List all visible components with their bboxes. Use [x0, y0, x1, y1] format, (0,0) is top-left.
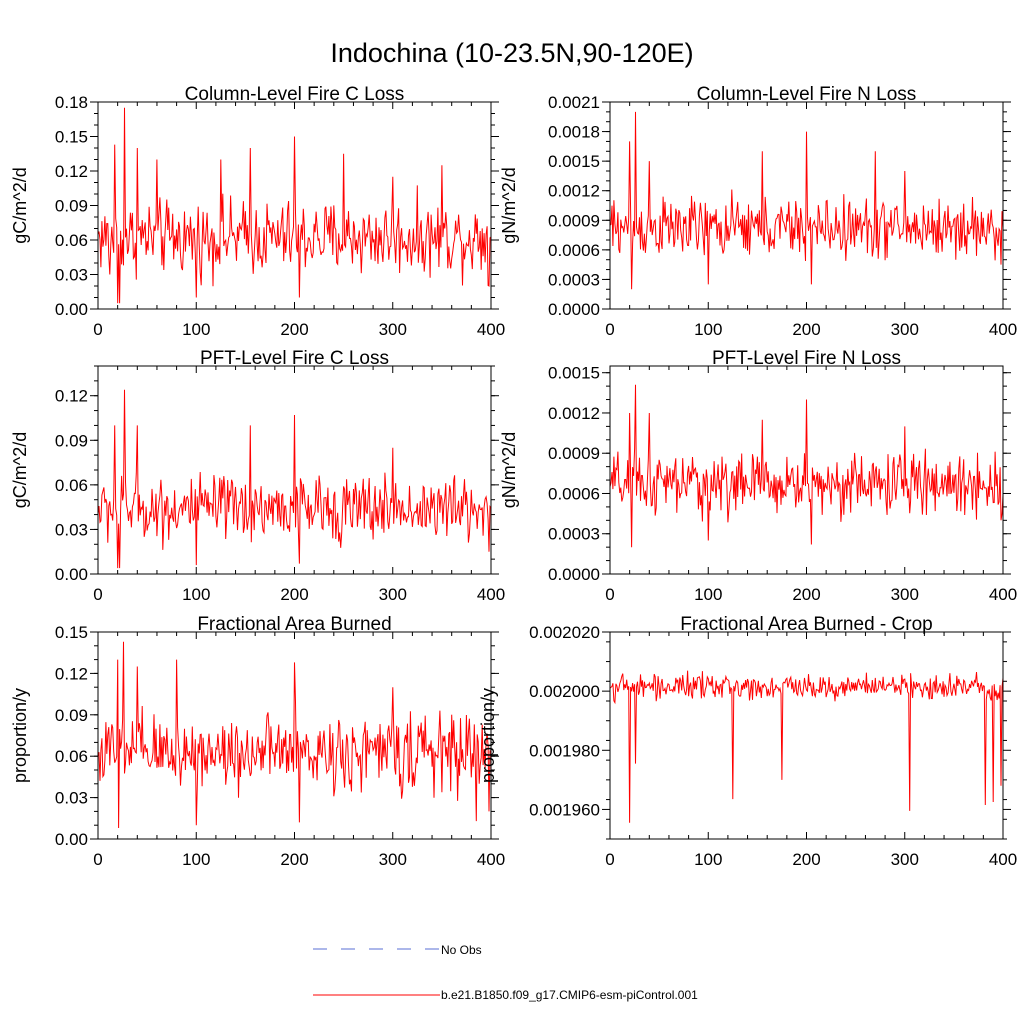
x-tick-label: 300: [891, 585, 919, 604]
panel-title: Column-Level Fire N Loss: [697, 84, 917, 105]
x-tick-label: 400: [477, 850, 505, 869]
x-tick-label: 400: [989, 850, 1017, 869]
panel-4: PFT-Level Fire N Loss gN/m^2/d 0 100 200 300 4…: [499, 348, 1017, 604]
y-tick-label: 0.12: [55, 162, 88, 181]
y-tick-label: 0.0021: [548, 93, 600, 112]
panel-title: PFT-Level Fire C Loss: [200, 348, 389, 369]
y-tick-label: 0.03: [55, 520, 88, 539]
panel-5: Fractional Area Burned proportion/y 0 100 20…: [10, 614, 505, 869]
legend-label-model: b.e21.B1850.f09_g17.CMIP6-esm-piControl.…: [441, 988, 698, 1002]
y-tick-label: 0.06: [55, 747, 88, 766]
panel-title: Fractional Area Burned: [197, 614, 391, 635]
y-tick-label: 0.18: [55, 93, 88, 112]
x-tick-label: 0: [93, 585, 102, 604]
legend-label-no-obs: No Obs: [441, 943, 482, 957]
x-tick-label: 300: [891, 850, 919, 869]
y-tick-label: 0.0015: [548, 152, 600, 171]
y-tick-label: 0.0009: [548, 444, 600, 463]
series-line: [97, 641, 492, 829]
x-tick-label: 100: [182, 320, 210, 339]
x-tick-label: 400: [477, 585, 505, 604]
y-tick-label: 0.001960: [529, 800, 600, 819]
x-tick-label: 300: [891, 320, 919, 339]
x-tick-label: 0: [605, 585, 614, 604]
series-line: [609, 384, 1004, 548]
x-tick-label: 0: [605, 850, 614, 869]
y-tick-label: 0.03: [55, 789, 88, 808]
y-tick-label: 0.0012: [548, 182, 600, 201]
x-tick-label: 100: [694, 585, 722, 604]
x-tick-label: 200: [792, 850, 820, 869]
y-tick-label: 0.0000: [548, 565, 600, 584]
y-tick-label: 0.0006: [548, 241, 600, 260]
x-tick-label: 400: [989, 320, 1017, 339]
y-axis-label: gC/m^2/d: [10, 432, 30, 508]
series-line: [609, 111, 1004, 290]
y-axis-label: gN/m^2/d: [499, 432, 519, 508]
x-tick-label: 200: [280, 850, 308, 869]
series-line: [97, 389, 492, 569]
y-tick-label: 0.0006: [548, 484, 600, 503]
y-tick-label: 0.03: [55, 266, 88, 285]
y-tick-label: 0.001980: [529, 741, 600, 760]
figure-title: Indochina (10-23.5N,90-120E): [330, 38, 693, 68]
y-tick-label: 0.0000: [548, 300, 600, 319]
x-tick-label: 300: [379, 320, 407, 339]
x-tick-label: 300: [379, 850, 407, 869]
panel-2: Column-Level Fire N Loss gN/m^2/d 0 100 200 3…: [499, 84, 1017, 339]
panel-title: Column-Level Fire C Loss: [185, 84, 405, 105]
y-axis-label: gN/m^2/d: [499, 167, 519, 243]
y-tick-label: 0.0003: [548, 270, 600, 289]
panel-title: PFT-Level Fire N Loss: [712, 348, 901, 369]
y-tick-label: 0.12: [55, 387, 88, 406]
plot-frame: [609, 365, 1004, 575]
x-tick-label: 100: [182, 585, 210, 604]
y-tick-label: 0.06: [55, 231, 88, 250]
panel-title: Fractional Area Burned - Crop: [680, 614, 932, 635]
y-tick-label: 0.06: [55, 476, 88, 495]
y-tick-label: 0.15: [55, 128, 88, 147]
panel-6: Fractional Area Burned - Crop proportion/…: [478, 614, 1017, 869]
y-tick-label: 0.00: [55, 565, 88, 584]
y-tick-label: 0.0018: [548, 123, 600, 142]
plot-frame: [609, 631, 1004, 840]
x-tick-label: 0: [93, 850, 102, 869]
y-tick-label: 0.00: [55, 300, 88, 319]
series-line: [609, 670, 1004, 823]
y-tick-label: 0.0009: [548, 211, 600, 230]
y-tick-label: 0.09: [55, 706, 88, 725]
y-tick-label: 0.0012: [548, 404, 600, 423]
series-line: [97, 107, 492, 304]
x-tick-label: 100: [694, 320, 722, 339]
y-tick-label: 0.09: [55, 197, 88, 216]
y-tick-label: 0.0003: [548, 525, 600, 544]
y-tick-label: 0.15: [55, 623, 88, 642]
x-tick-label: 200: [792, 585, 820, 604]
panel-1: Column-Level Fire C Loss gC/m^2/d 0 100 200 3…: [10, 84, 505, 339]
x-tick-label: 400: [477, 320, 505, 339]
legend: No Obs b.e21.B1850.f09_g17.CMIP6-esm-piC…: [313, 943, 698, 1002]
x-tick-label: 300: [379, 585, 407, 604]
x-tick-label: 200: [792, 320, 820, 339]
y-tick-label: 0.09: [55, 431, 88, 450]
y-tick-label: 0.0015: [548, 364, 600, 383]
x-tick-label: 100: [182, 850, 210, 869]
x-tick-label: 400: [989, 585, 1017, 604]
x-tick-label: 200: [280, 585, 308, 604]
plot-frame: [97, 101, 492, 310]
x-tick-label: 200: [280, 320, 308, 339]
y-tick-label: 0.002020: [529, 623, 600, 642]
x-tick-label: 100: [694, 850, 722, 869]
x-tick-label: 0: [605, 320, 614, 339]
y-axis-label: proportion/y: [478, 688, 498, 783]
x-tick-label: 0: [93, 320, 102, 339]
y-tick-label: 0.00: [55, 830, 88, 849]
panel-3: PFT-Level Fire C Loss gC/m^2/d 0 100 200 300 4…: [10, 348, 505, 604]
y-axis-label: gC/m^2/d: [10, 167, 30, 243]
y-axis-label: proportion/y: [10, 688, 30, 783]
y-tick-label: 0.002000: [529, 682, 600, 701]
y-tick-label: 0.12: [55, 664, 88, 683]
